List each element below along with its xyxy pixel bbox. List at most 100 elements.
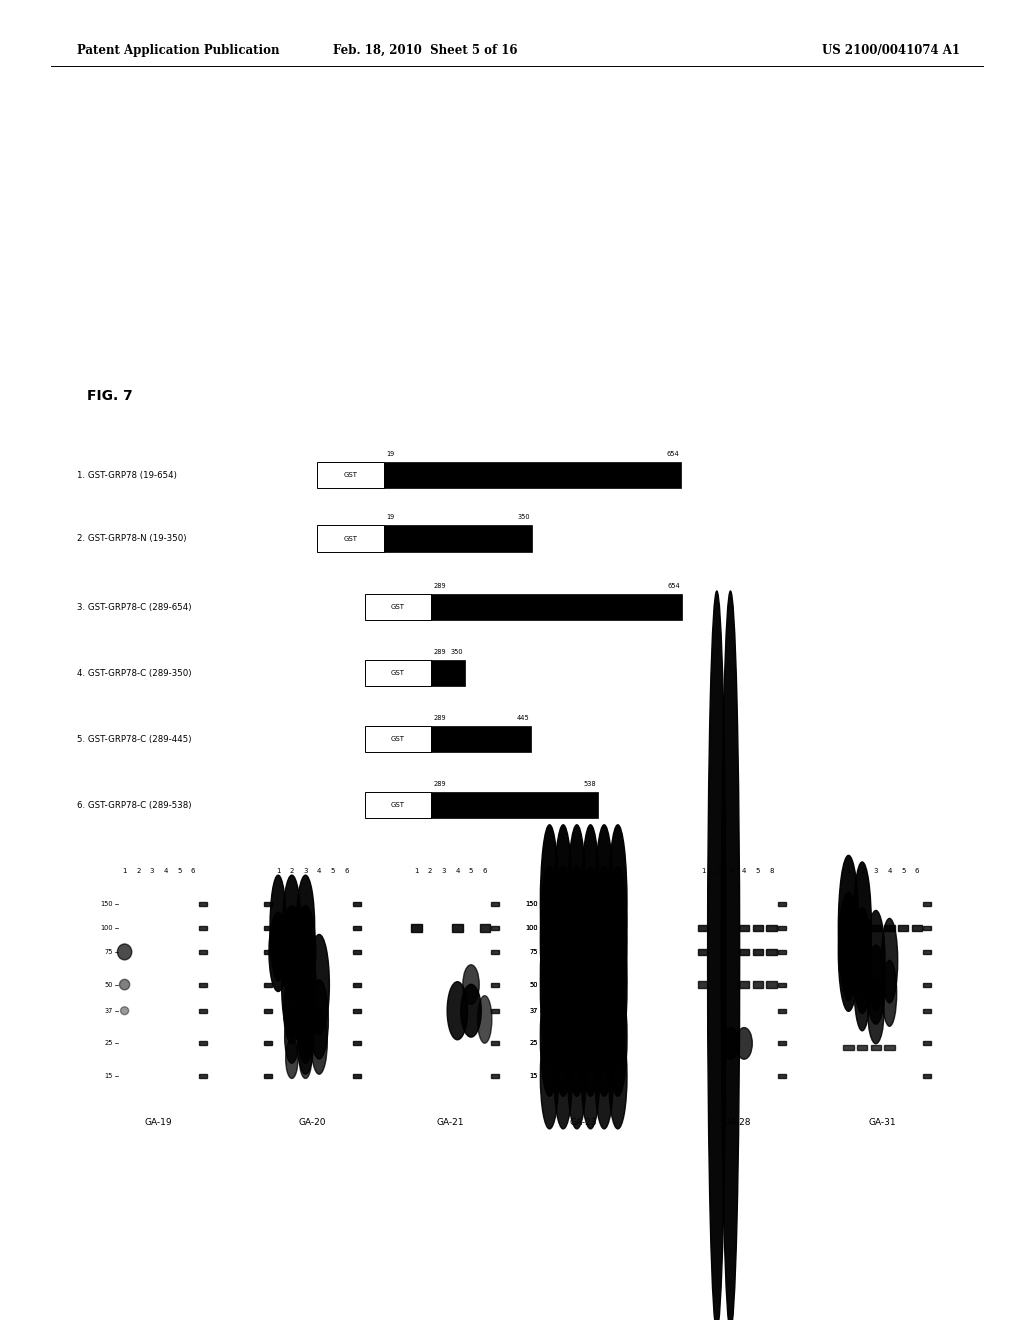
- Bar: [777, 950, 785, 954]
- Ellipse shape: [867, 978, 884, 1044]
- Ellipse shape: [541, 896, 559, 1068]
- Text: 3: 3: [728, 867, 733, 874]
- Text: 2: 2: [860, 867, 864, 874]
- Text: 5: 5: [602, 867, 606, 874]
- Ellipse shape: [582, 977, 600, 1096]
- Text: 350: 350: [451, 648, 463, 655]
- Ellipse shape: [295, 906, 315, 998]
- Text: 654: 654: [668, 582, 680, 589]
- Ellipse shape: [839, 892, 859, 1011]
- Bar: [739, 949, 750, 956]
- Ellipse shape: [554, 866, 572, 1011]
- Text: 15: 15: [104, 1073, 113, 1078]
- Bar: [753, 924, 763, 932]
- Ellipse shape: [608, 977, 627, 1096]
- Bar: [885, 924, 895, 932]
- Text: 75: 75: [529, 949, 538, 954]
- Bar: [923, 950, 931, 954]
- Text: 25: 25: [529, 1040, 538, 1047]
- Bar: [698, 981, 709, 987]
- Ellipse shape: [297, 978, 313, 1044]
- Ellipse shape: [567, 896, 586, 1068]
- Text: 5: 5: [177, 867, 181, 874]
- Text: Patent Application Publication: Patent Application Publication: [77, 44, 280, 57]
- Ellipse shape: [269, 912, 288, 991]
- Text: 50: 50: [529, 982, 538, 987]
- Text: 3: 3: [873, 867, 879, 874]
- Bar: [264, 1041, 272, 1045]
- Bar: [870, 924, 881, 932]
- Bar: [857, 1045, 867, 1051]
- Ellipse shape: [311, 1008, 328, 1074]
- Text: 1: 1: [414, 867, 419, 874]
- Text: FIG. 7: FIG. 7: [87, 389, 133, 403]
- Ellipse shape: [477, 995, 492, 1043]
- Bar: [412, 924, 422, 932]
- Ellipse shape: [582, 825, 600, 983]
- Text: 15: 15: [529, 1073, 538, 1078]
- Bar: [317, 525, 384, 552]
- Ellipse shape: [296, 875, 314, 981]
- Text: GA-23: GA-23: [570, 1118, 597, 1127]
- Ellipse shape: [721, 591, 739, 1320]
- Bar: [777, 1008, 785, 1012]
- Ellipse shape: [595, 1023, 613, 1129]
- Bar: [365, 594, 431, 620]
- Bar: [317, 462, 384, 488]
- Text: 4: 4: [589, 867, 593, 874]
- Bar: [264, 982, 272, 986]
- Text: 150: 150: [100, 902, 113, 907]
- Text: 3: 3: [441, 867, 446, 874]
- Ellipse shape: [883, 961, 897, 1027]
- Text: GST: GST: [344, 473, 357, 478]
- Text: GST: GST: [391, 671, 404, 676]
- Ellipse shape: [882, 919, 898, 1003]
- Text: 1. GST-GRP78 (19-654): 1. GST-GRP78 (19-654): [77, 471, 177, 479]
- Ellipse shape: [854, 939, 870, 1031]
- Text: 19: 19: [386, 513, 394, 520]
- Ellipse shape: [309, 935, 330, 1035]
- Text: GST: GST: [391, 737, 404, 742]
- Ellipse shape: [839, 855, 859, 1001]
- Text: 100: 100: [525, 925, 538, 931]
- Ellipse shape: [541, 1023, 559, 1129]
- Bar: [739, 924, 750, 932]
- Bar: [766, 981, 776, 987]
- Text: 4: 4: [317, 867, 322, 874]
- Ellipse shape: [270, 875, 287, 981]
- Bar: [923, 927, 931, 929]
- Bar: [777, 902, 785, 906]
- Ellipse shape: [297, 1008, 313, 1074]
- Text: 75: 75: [529, 949, 538, 954]
- Text: 3: 3: [150, 867, 155, 874]
- Ellipse shape: [608, 866, 627, 1011]
- Bar: [490, 950, 499, 954]
- Bar: [923, 902, 931, 906]
- Ellipse shape: [582, 896, 600, 1068]
- Ellipse shape: [866, 945, 885, 1024]
- Bar: [384, 525, 532, 552]
- Text: 6: 6: [914, 867, 920, 874]
- Text: 289: 289: [433, 714, 445, 721]
- Ellipse shape: [554, 977, 572, 1096]
- Text: 100: 100: [525, 925, 538, 931]
- Bar: [490, 902, 499, 906]
- Ellipse shape: [608, 825, 627, 983]
- Text: 2: 2: [290, 867, 294, 874]
- Bar: [753, 949, 763, 956]
- Text: 37: 37: [104, 1007, 113, 1014]
- Text: 1: 1: [122, 867, 127, 874]
- Text: GA-21: GA-21: [437, 1118, 464, 1127]
- Text: 50: 50: [529, 982, 538, 987]
- Bar: [431, 660, 465, 686]
- Ellipse shape: [295, 935, 315, 1035]
- Ellipse shape: [595, 977, 613, 1096]
- Bar: [199, 1074, 207, 1078]
- Ellipse shape: [567, 825, 586, 983]
- Ellipse shape: [722, 1027, 738, 1059]
- Text: 4: 4: [456, 867, 460, 874]
- Text: 2: 2: [428, 867, 432, 874]
- Text: 538: 538: [584, 780, 596, 787]
- Ellipse shape: [121, 1007, 129, 1015]
- Ellipse shape: [708, 591, 726, 1320]
